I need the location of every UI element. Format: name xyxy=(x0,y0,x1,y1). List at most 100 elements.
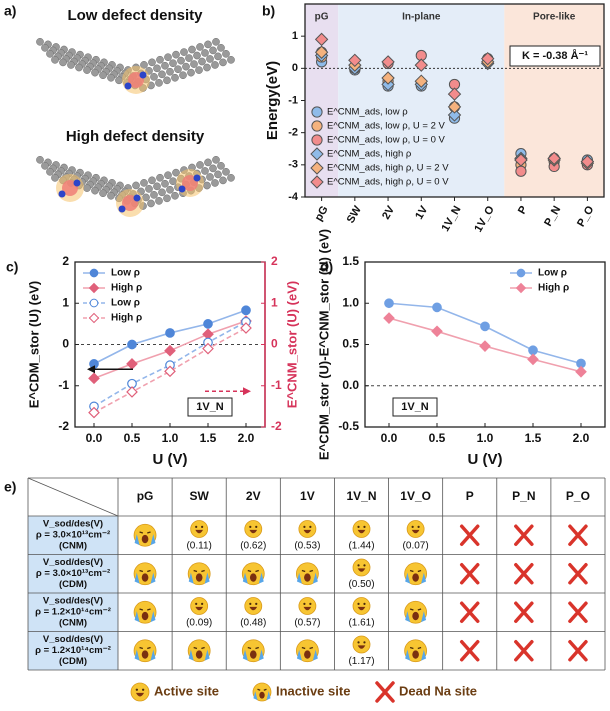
n-atom xyxy=(193,174,201,182)
atom xyxy=(156,173,164,182)
active-icon xyxy=(298,520,317,538)
y-axis-title: Energy(eV) xyxy=(264,61,281,140)
tear xyxy=(204,649,210,661)
dead-icon xyxy=(459,524,480,546)
eye xyxy=(257,688,261,691)
atom xyxy=(166,185,174,194)
marker-diamond xyxy=(527,353,539,366)
atom xyxy=(214,170,222,179)
atom xyxy=(201,49,209,57)
tear xyxy=(150,611,156,623)
mouth xyxy=(141,573,149,582)
x-tick-label: 1V_N xyxy=(439,204,463,234)
n-atom xyxy=(133,194,141,202)
atom xyxy=(164,171,172,180)
marker-diamond xyxy=(164,365,176,378)
mouth xyxy=(303,606,312,611)
tear xyxy=(266,691,271,701)
annotation-box xyxy=(187,397,233,417)
eye xyxy=(249,525,252,528)
marker-circle xyxy=(432,302,442,313)
atom xyxy=(211,179,219,187)
tear xyxy=(421,572,427,584)
series-line xyxy=(388,302,582,365)
atom xyxy=(180,48,188,56)
atom xyxy=(46,49,54,58)
n-atom xyxy=(178,185,186,193)
eye xyxy=(363,641,366,644)
atom xyxy=(91,68,99,77)
marker-diamond xyxy=(381,71,395,85)
atom xyxy=(217,43,225,52)
cell-value: (0.53) xyxy=(294,541,320,552)
mouth xyxy=(195,606,203,611)
eye xyxy=(363,525,366,528)
mouth xyxy=(303,529,312,534)
chart: 0.0 0.5 1.0 1.5 2.0 -2 -1 0 1 2 -2 -1 0 1 2 U (V) E^CDM_… xyxy=(26,254,299,468)
marker-diamond xyxy=(310,147,324,161)
x-tick-label: 2.0 xyxy=(238,431,255,445)
tear xyxy=(405,611,411,623)
atom xyxy=(179,71,187,80)
marker-circle xyxy=(384,298,394,309)
arrow-head xyxy=(243,387,251,396)
x-tick-label: 0.0 xyxy=(86,431,103,445)
eye xyxy=(201,602,204,605)
tear xyxy=(134,534,140,546)
legend-label: Active site xyxy=(154,683,219,698)
legend-label: E^CNM_ads, high ρ xyxy=(327,149,412,160)
chart: 0.0 0.5 1.0 1.5 2.0 -0.5 0.0 0.5 1.0 1.5 U (V) E^CD… xyxy=(316,229,606,468)
atom xyxy=(147,199,155,208)
marker-circle xyxy=(311,120,323,132)
atom xyxy=(164,53,172,62)
atom xyxy=(46,167,54,176)
panel-label: b) xyxy=(262,3,275,19)
marker-circle xyxy=(528,345,538,356)
marker-diamond xyxy=(164,344,176,357)
atom xyxy=(166,67,174,76)
atom xyxy=(41,43,49,52)
atom xyxy=(212,155,220,164)
column-header: P_O xyxy=(566,489,590,503)
annotation: 1V_N xyxy=(196,401,224,413)
marker-diamond xyxy=(88,406,100,419)
atom xyxy=(132,181,140,190)
active-icon xyxy=(130,682,150,702)
eye xyxy=(357,564,360,567)
atom xyxy=(222,167,230,176)
x-tick-label: 0.5 xyxy=(124,431,141,445)
eye xyxy=(417,525,420,528)
mouth xyxy=(135,692,145,697)
mouth xyxy=(141,611,149,621)
y-tick-label: -0.5 xyxy=(338,419,359,433)
dead-icon xyxy=(514,601,534,623)
diagonal xyxy=(27,477,119,517)
panel-title: Low defect density xyxy=(67,7,203,24)
eye xyxy=(195,602,198,605)
legend-label: High ρ xyxy=(111,283,142,294)
column-header: P_N xyxy=(512,489,535,503)
y2-tick-label: 2 xyxy=(271,254,278,268)
mouth xyxy=(357,606,366,611)
active-icon xyxy=(352,558,371,577)
atom xyxy=(107,191,115,200)
x-tick-label: 2.0 xyxy=(573,431,590,445)
marker-diamond xyxy=(431,325,443,338)
marker-diamond xyxy=(202,342,214,355)
atom xyxy=(188,45,196,54)
legend-label: High ρ xyxy=(538,283,569,294)
eye xyxy=(201,525,204,528)
series-line xyxy=(93,321,247,408)
y-tick-label: -4 xyxy=(288,191,299,203)
eye xyxy=(263,688,267,691)
mouth xyxy=(357,529,366,534)
eye xyxy=(301,569,306,573)
atom xyxy=(217,161,225,170)
y-tick-label: -1 xyxy=(288,94,298,106)
atom xyxy=(145,185,153,193)
eye xyxy=(195,525,198,528)
eye xyxy=(309,646,314,650)
cell-value: (0.48) xyxy=(240,618,266,629)
mouth xyxy=(195,573,203,582)
